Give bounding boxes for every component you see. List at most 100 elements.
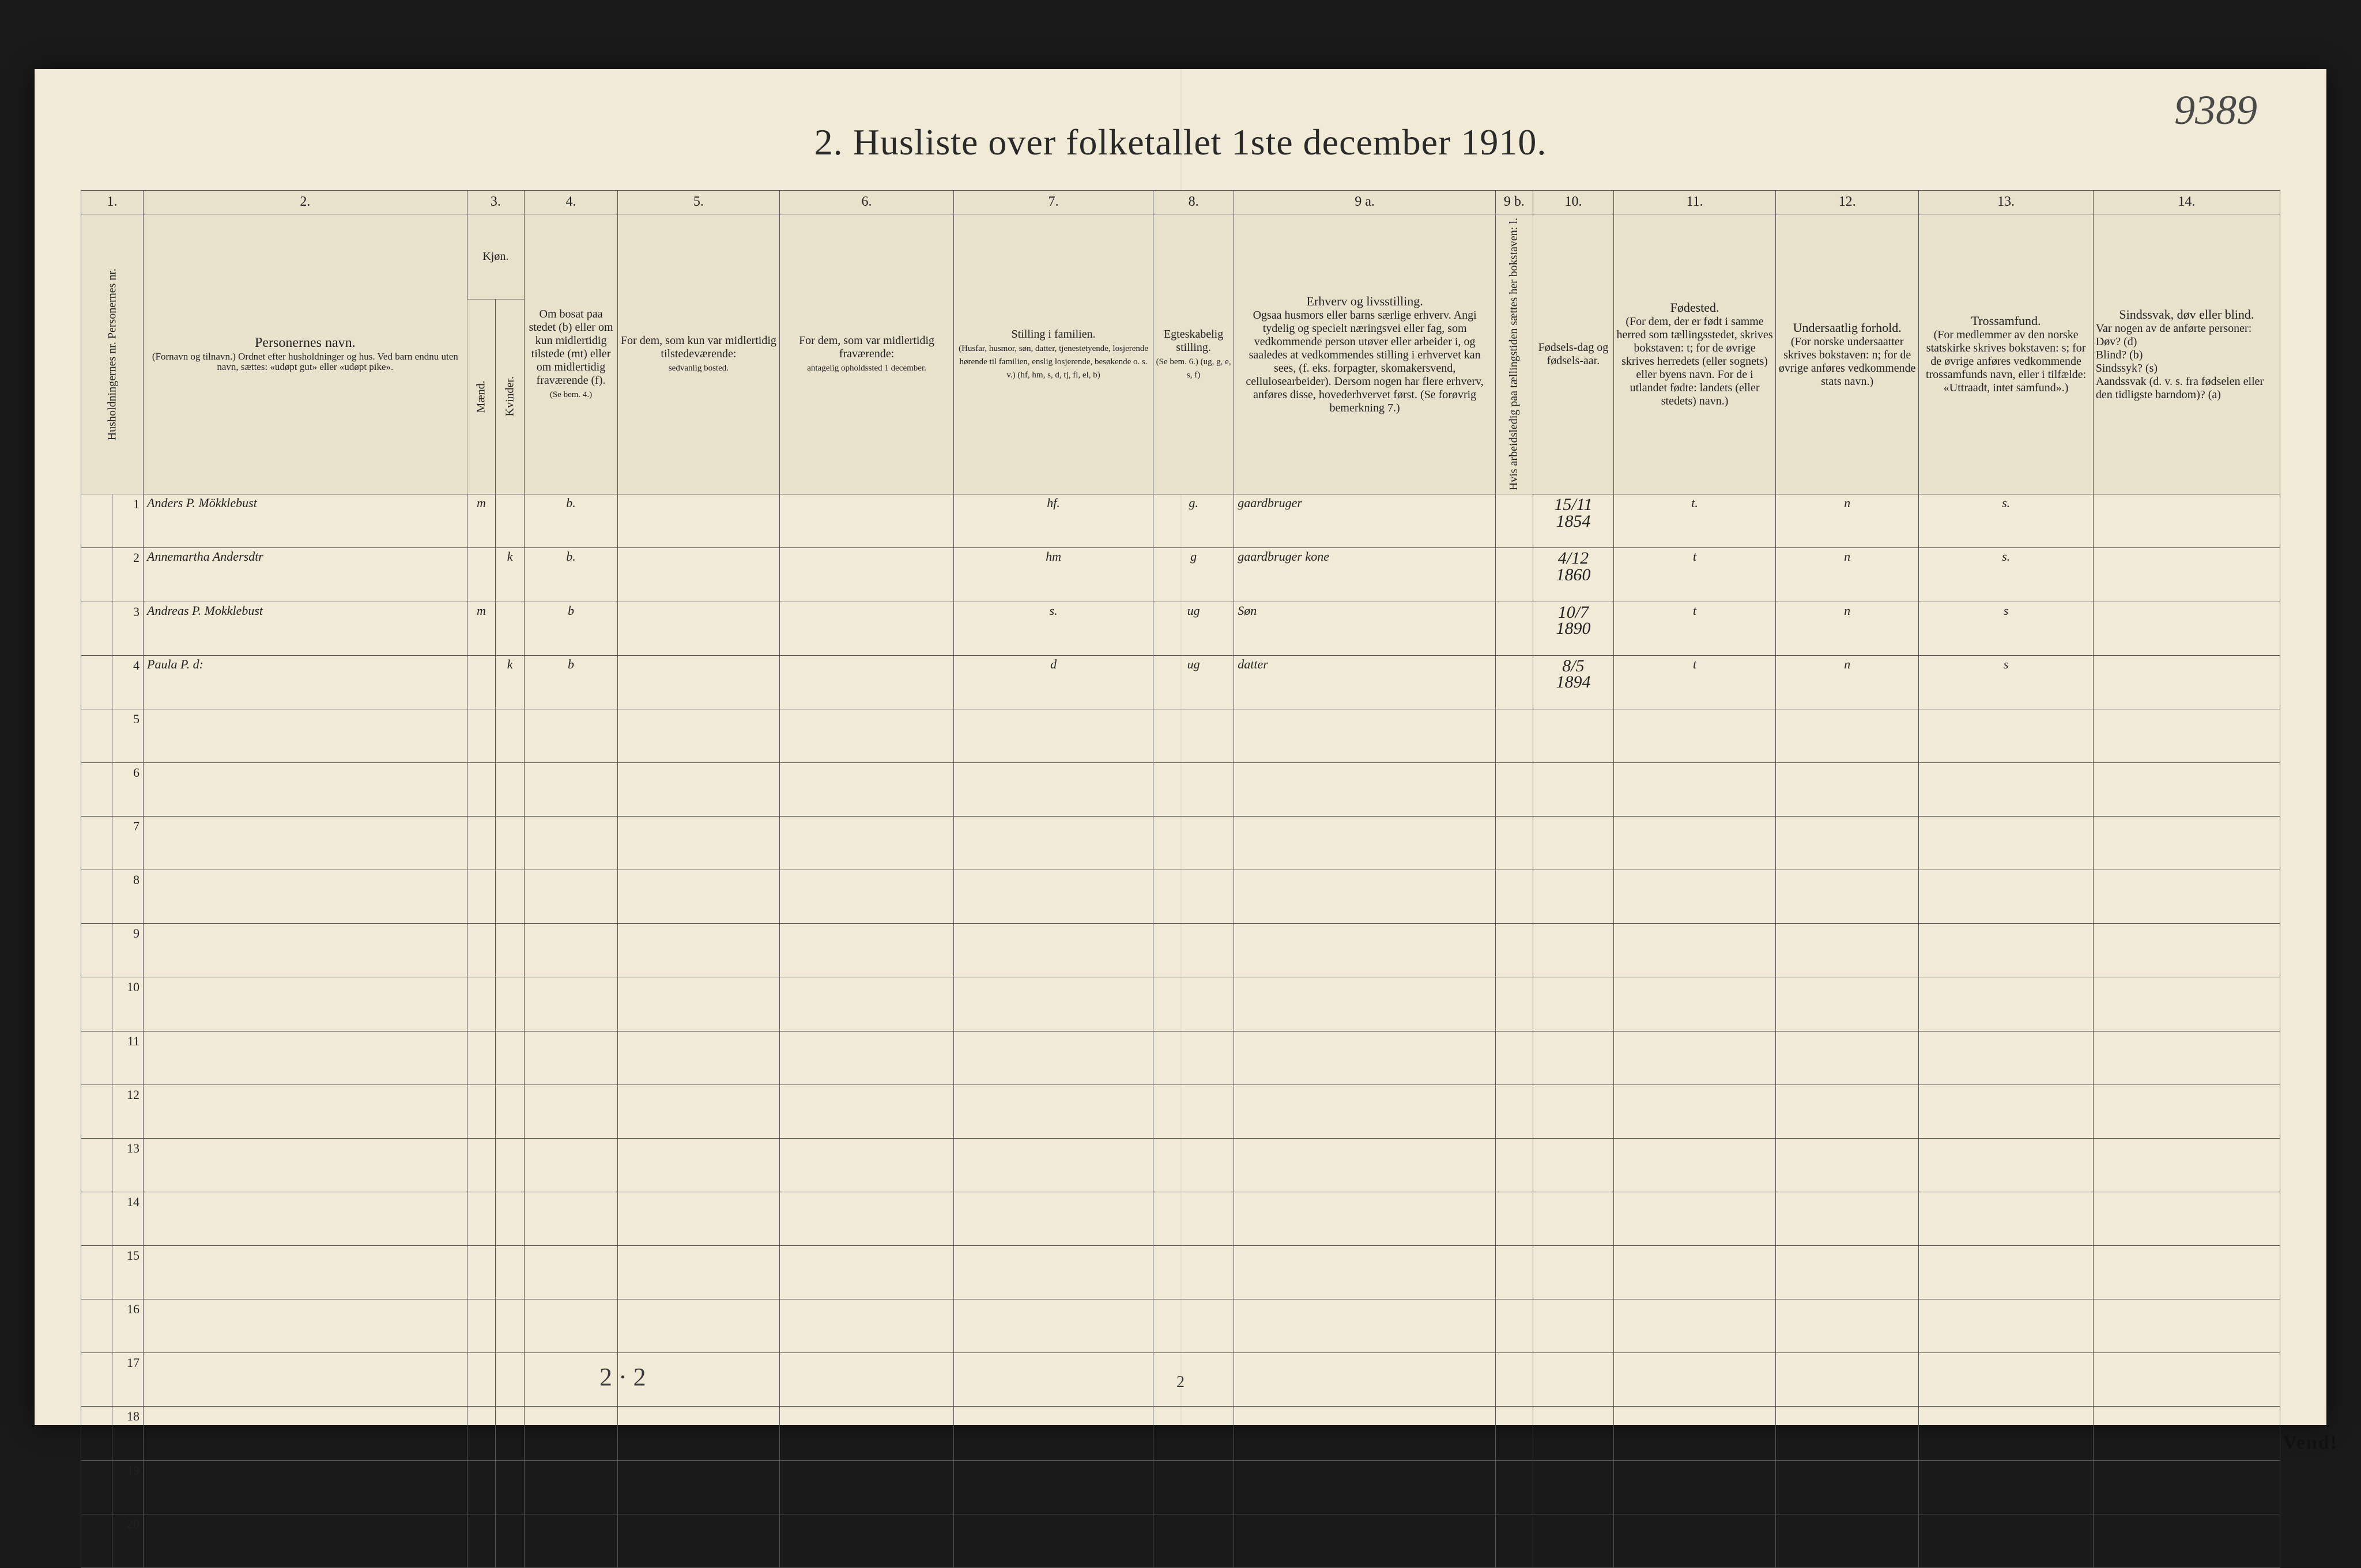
cell-sindssvak bbox=[2093, 817, 2280, 870]
cell-bosat bbox=[525, 924, 618, 977]
cell-stilling bbox=[954, 870, 1153, 924]
cell-arbeidsledig bbox=[1495, 1299, 1533, 1353]
cell-fodselsdato bbox=[1533, 762, 1613, 816]
cell-erhverv bbox=[1234, 1407, 1496, 1460]
cell-sex-m: m bbox=[467, 494, 496, 548]
colnum-8: 8. bbox=[1153, 191, 1234, 214]
vend-label: Vend! bbox=[2283, 1432, 2338, 1454]
footer-count: 2 · 2 bbox=[599, 1362, 646, 1392]
cell-sex-m bbox=[467, 1514, 496, 1567]
header-row-main: Husholdningernes nr. Personernes nr. Per… bbox=[81, 214, 2280, 300]
cell-stilling bbox=[954, 1085, 1153, 1138]
cell-trossamfund bbox=[1919, 1407, 2093, 1460]
cell-sindssvak bbox=[2093, 709, 2280, 762]
cell-stilling bbox=[954, 762, 1153, 816]
header-col5-sub: sedvanlig bosted. bbox=[669, 364, 729, 373]
cell-trossamfund bbox=[1919, 1353, 2093, 1407]
cell-fodested: t bbox=[1614, 655, 1776, 709]
cell-person-nr: 4 bbox=[112, 655, 144, 709]
cell-bosat: b bbox=[525, 602, 618, 655]
cell-sindssvak bbox=[2093, 1353, 2280, 1407]
cell-midl-tilstede bbox=[618, 494, 780, 548]
cell-person-nr: 16 bbox=[112, 1299, 144, 1353]
cell-sindssvak bbox=[2093, 655, 2280, 709]
header-col4: Om bosat paa stedet (b) eller om kun mid… bbox=[525, 214, 618, 494]
cell-name bbox=[144, 924, 467, 977]
table-row: 3Andreas P. Mokklebustmbs.ugSøn10/7 1890… bbox=[81, 602, 2280, 655]
cell-sex-k bbox=[496, 1031, 525, 1085]
header-col12-sub: (For norske undersaatter skrives bokstav… bbox=[1779, 335, 1916, 388]
cell-sex-k bbox=[496, 1085, 525, 1138]
cell-name bbox=[144, 1353, 467, 1407]
cell-stilling: d bbox=[954, 655, 1153, 709]
cell-trossamfund bbox=[1919, 1299, 2093, 1353]
cell-egteskab bbox=[1153, 1085, 1234, 1138]
header-col5-title: For dem, som kun var midlertidig tilsted… bbox=[621, 334, 776, 360]
header-col6: For dem, som var midlertidig fraværende:… bbox=[779, 214, 953, 494]
cell-arbeidsledig bbox=[1495, 1085, 1533, 1138]
cell-erhverv bbox=[1234, 1085, 1496, 1138]
cell-bosat: b. bbox=[525, 548, 618, 602]
cell-midl-frav bbox=[779, 924, 953, 977]
cell-sex-m bbox=[467, 1460, 496, 1514]
cell-midl-frav bbox=[779, 655, 953, 709]
table-row: 14 bbox=[81, 1192, 2280, 1245]
cell-midl-frav bbox=[779, 548, 953, 602]
cell-fodested bbox=[1614, 924, 1776, 977]
header-col7: Stilling i familien. (Husfar, husmor, sø… bbox=[954, 214, 1153, 494]
colnum-2: 2. bbox=[144, 191, 467, 214]
cell-midl-frav bbox=[779, 1514, 953, 1567]
cell-sex-m bbox=[467, 762, 496, 816]
cell-sex-k bbox=[496, 1514, 525, 1567]
cell-household-nr bbox=[81, 1353, 112, 1407]
cell-arbeidsledig bbox=[1495, 1460, 1533, 1514]
cell-undersaat bbox=[1775, 1031, 1918, 1085]
cell-name: Annemartha Andersdtr bbox=[144, 548, 467, 602]
cell-household-nr bbox=[81, 870, 112, 924]
cell-arbeidsledig bbox=[1495, 1407, 1533, 1460]
cell-stilling bbox=[954, 709, 1153, 762]
cell-person-nr: 12 bbox=[112, 1085, 144, 1138]
cell-sex-k bbox=[496, 1353, 525, 1407]
header-col13: Trossamfund. (For medlemmer av den norsk… bbox=[1919, 214, 2093, 494]
colnum-9a: 9 a. bbox=[1234, 191, 1496, 214]
header-col11: Fødested. (For dem, der er født i samme … bbox=[1614, 214, 1776, 494]
cell-sindssvak bbox=[2093, 1299, 2280, 1353]
cell-fodested bbox=[1614, 762, 1776, 816]
cell-midl-tilstede bbox=[618, 655, 780, 709]
cell-fodested bbox=[1614, 1460, 1776, 1514]
cell-egteskab bbox=[1153, 709, 1234, 762]
cell-stilling bbox=[954, 817, 1153, 870]
table-row: 12 bbox=[81, 1085, 2280, 1138]
header-col2-sub: (Fornavn og tilnavn.) Ordnet efter husho… bbox=[146, 352, 465, 373]
cell-egteskab bbox=[1153, 1246, 1234, 1299]
cell-fodested bbox=[1614, 977, 1776, 1031]
cell-stilling: hm bbox=[954, 548, 1153, 602]
cell-erhverv bbox=[1234, 709, 1496, 762]
cell-sex-m bbox=[467, 1353, 496, 1407]
cell-trossamfund bbox=[1919, 762, 2093, 816]
cell-household-nr bbox=[81, 977, 112, 1031]
cell-trossamfund bbox=[1919, 1192, 2093, 1245]
cell-fodselsdato bbox=[1533, 977, 1613, 1031]
cell-stilling bbox=[954, 1460, 1153, 1514]
cell-midl-frav bbox=[779, 870, 953, 924]
cell-sex-k: k bbox=[496, 655, 525, 709]
table-row: 10 bbox=[81, 977, 2280, 1031]
cell-midl-tilstede bbox=[618, 1138, 780, 1192]
cell-person-nr: 15 bbox=[112, 1246, 144, 1299]
cell-erhverv bbox=[1234, 977, 1496, 1031]
cell-sex-m bbox=[467, 817, 496, 870]
cell-sex-m bbox=[467, 977, 496, 1031]
cell-egteskab: ug bbox=[1153, 602, 1234, 655]
colnum-9b: 9 b. bbox=[1495, 191, 1533, 214]
table-row: 18 bbox=[81, 1407, 2280, 1460]
cell-erhverv bbox=[1234, 1460, 1496, 1514]
cell-arbeidsledig bbox=[1495, 977, 1533, 1031]
cell-person-nr: 19 bbox=[112, 1460, 144, 1514]
cell-bosat bbox=[525, 1085, 618, 1138]
cell-sex-m bbox=[467, 1138, 496, 1192]
cell-person-nr: 9 bbox=[112, 924, 144, 977]
cell-arbeidsledig bbox=[1495, 602, 1533, 655]
cell-bosat bbox=[525, 709, 618, 762]
